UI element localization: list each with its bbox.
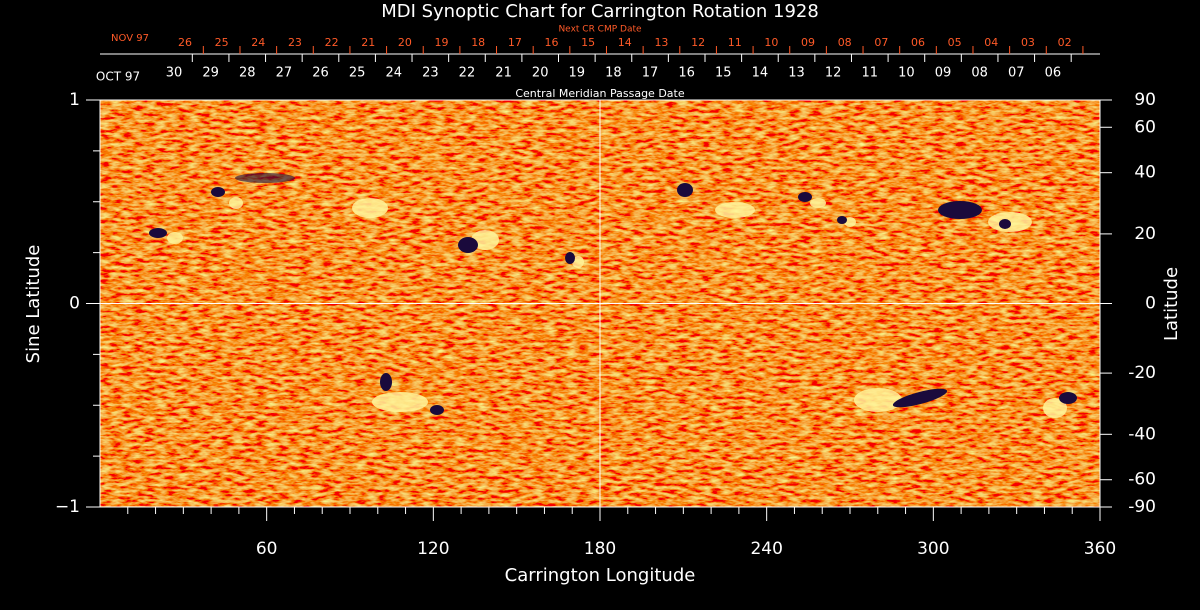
y2-tick-label: -40 bbox=[1128, 424, 1156, 444]
date-label: 15 bbox=[581, 36, 595, 49]
date-label: 11 bbox=[862, 66, 879, 81]
date-label: 17 bbox=[508, 36, 522, 49]
date-label: 25 bbox=[349, 66, 366, 81]
date-label: 04 bbox=[984, 36, 998, 49]
date-label: 29 bbox=[202, 66, 219, 81]
date-label: 06 bbox=[1045, 66, 1062, 81]
date-label: 21 bbox=[361, 36, 375, 49]
y2-tick-label: 90 bbox=[1134, 90, 1156, 110]
y2-tick-label: 20 bbox=[1134, 224, 1156, 244]
date-label: 05 bbox=[948, 36, 962, 49]
date-label: 28 bbox=[239, 66, 256, 81]
date-label: 10 bbox=[898, 66, 915, 81]
y2-tick-label: 0 bbox=[1145, 294, 1156, 314]
negative-regions bbox=[149, 173, 1077, 415]
date-label: 08 bbox=[971, 66, 988, 81]
date-axis-title: Next CR CMP Date bbox=[558, 25, 642, 35]
date-label: 25 bbox=[215, 36, 229, 49]
date-label: 23 bbox=[288, 36, 302, 49]
x-tick-label: 360 bbox=[1084, 539, 1116, 559]
date-label: 26 bbox=[178, 36, 192, 49]
date-label: 19 bbox=[435, 36, 449, 49]
date-label: 18 bbox=[605, 66, 622, 81]
date-label: 07 bbox=[874, 36, 888, 49]
date-label: 08 bbox=[838, 36, 852, 49]
date-label: 09 bbox=[935, 66, 952, 81]
date-label: 10 bbox=[764, 36, 778, 49]
x-axis-label: Carrington Longitude bbox=[505, 565, 696, 586]
date-label: 30 bbox=[166, 66, 183, 81]
date-month: OCT 97 bbox=[96, 70, 140, 84]
date-label: 18 bbox=[471, 36, 485, 49]
date-label: 20 bbox=[398, 36, 412, 49]
date-label: 19 bbox=[569, 66, 586, 81]
x-tick-label: 120 bbox=[417, 539, 449, 559]
date-label: 12 bbox=[825, 66, 842, 81]
y2-tick-label: -60 bbox=[1128, 470, 1156, 490]
x-tick-label: 240 bbox=[750, 539, 782, 559]
date-label: 21 bbox=[495, 66, 512, 81]
date-label: 13 bbox=[788, 66, 805, 81]
date-month: NOV 97 bbox=[111, 33, 149, 44]
x-tick-label: 60 bbox=[256, 539, 278, 559]
y2-tick-label: -20 bbox=[1128, 363, 1156, 383]
date-label: 16 bbox=[678, 66, 695, 81]
y-tick-label: 0 bbox=[69, 294, 80, 314]
date-label: 06 bbox=[911, 36, 925, 49]
positive-regions bbox=[167, 197, 1067, 418]
date-label: 03 bbox=[1021, 36, 1035, 49]
date-label: 17 bbox=[642, 66, 659, 81]
date-label: 12 bbox=[691, 36, 705, 49]
x-tick-label: 180 bbox=[584, 539, 616, 559]
x-tick-label: 300 bbox=[917, 539, 949, 559]
date-label: 22 bbox=[325, 36, 339, 49]
date-label: 14 bbox=[618, 36, 632, 49]
y-tick-label: 1 bbox=[69, 90, 80, 110]
date-label: 02 bbox=[1058, 36, 1072, 49]
y-axis-label: Sine Latitude bbox=[23, 245, 44, 364]
y2-tick-label: 60 bbox=[1134, 117, 1156, 137]
y2-axis-label: Latitude bbox=[1161, 267, 1182, 341]
date-label: 15 bbox=[715, 66, 732, 81]
date-label: 09 bbox=[801, 36, 815, 49]
date-axis-title: Central Meridian Passage Date bbox=[515, 87, 684, 100]
y2-tick-label: 40 bbox=[1134, 163, 1156, 183]
date-label: 23 bbox=[422, 66, 439, 81]
chart-title: MDI Synoptic Chart for Carrington Rotati… bbox=[381, 1, 819, 22]
date-label: 13 bbox=[654, 36, 668, 49]
date-label: 14 bbox=[752, 66, 769, 81]
date-label: 11 bbox=[728, 36, 742, 49]
date-label: 24 bbox=[251, 36, 265, 49]
date-label: 07 bbox=[1008, 66, 1025, 81]
date-label: 27 bbox=[276, 66, 293, 81]
date-label: 26 bbox=[312, 66, 329, 81]
date-label: 20 bbox=[532, 66, 549, 81]
y-tick-label: −1 bbox=[55, 497, 80, 517]
y2-tick-label: -90 bbox=[1128, 497, 1156, 517]
date-label: 22 bbox=[459, 66, 476, 81]
date-label: 24 bbox=[385, 66, 402, 81]
date-label: 16 bbox=[545, 36, 559, 49]
